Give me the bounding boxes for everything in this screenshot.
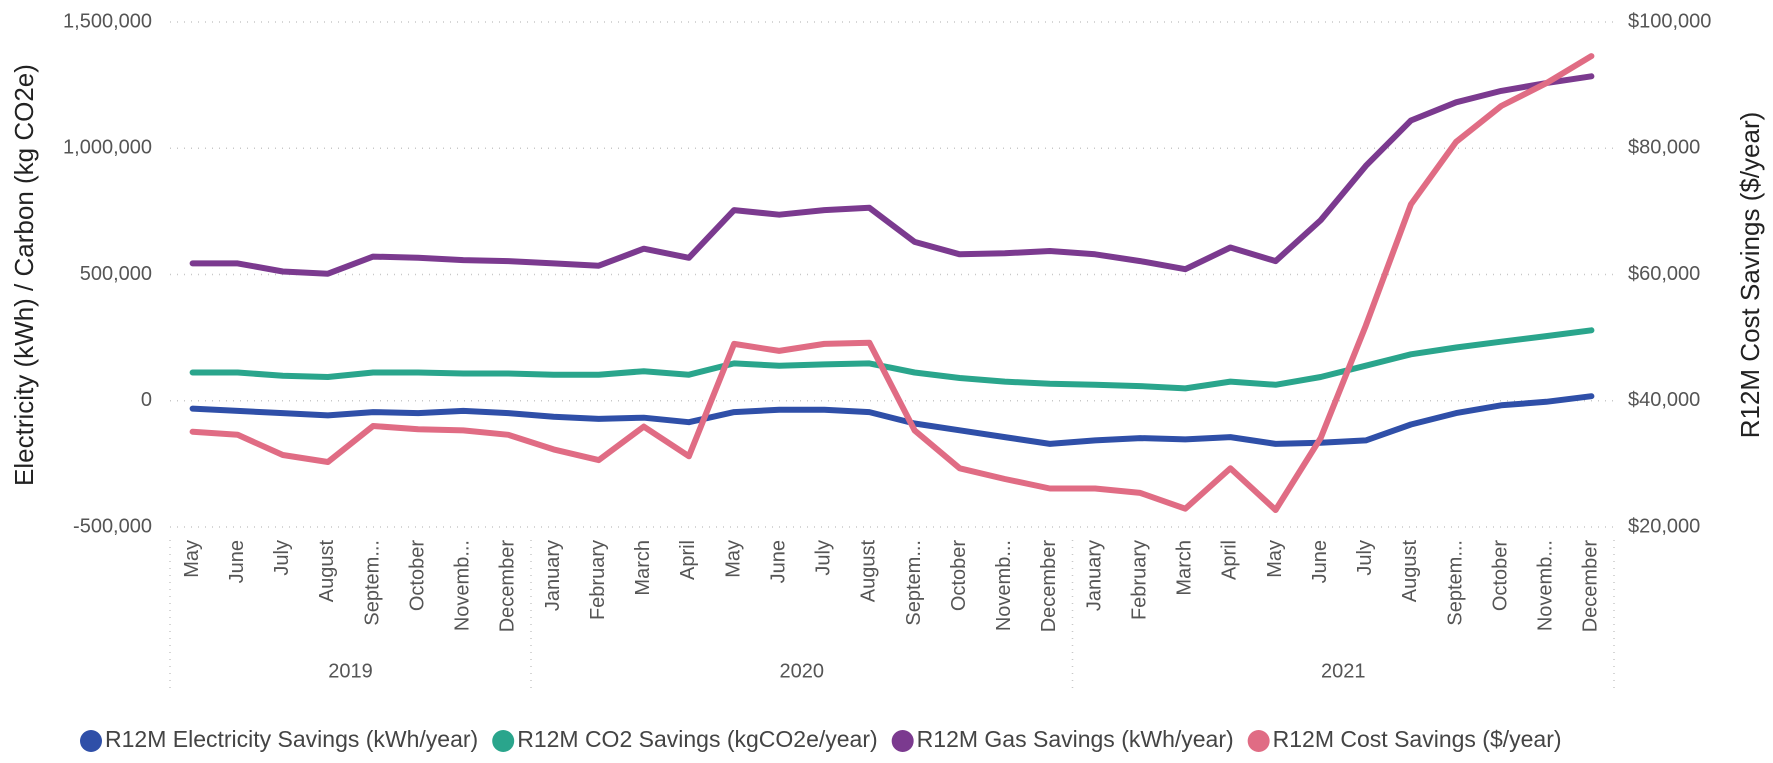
series-line (189, 327, 1595, 392)
y-tick-label: 1,500,000 (63, 10, 152, 32)
x-tick-label: May (1264, 540, 1286, 578)
year-label: 2019 (328, 660, 373, 682)
x-tick-label: October (1489, 540, 1511, 611)
x-tick-label: Novemb... (993, 540, 1015, 631)
x-tick-label: July (271, 540, 293, 576)
x-tick-label: Novemb... (1535, 540, 1557, 631)
x-tick-label: December (1038, 540, 1060, 633)
x-tick-label: May (722, 540, 744, 578)
y-tick-label: 1,000,000 (63, 137, 152, 159)
x-tick-label: March (1174, 540, 1196, 596)
legend-label: R12M Electricity Savings (kWh/year) (105, 726, 478, 752)
x-tick-label: March (632, 540, 654, 596)
x-tick-label: Septem... (1444, 540, 1466, 626)
x-tick-label: May (181, 540, 203, 578)
legend-label: R12M Gas Savings (kWh/year) (917, 726, 1234, 752)
y-tick-label: 0 (141, 389, 152, 411)
x-tick-label: December (1580, 540, 1602, 633)
legend-marker (891, 730, 914, 752)
y2-tick-label: $100,000 (1628, 10, 1711, 32)
series-line (189, 73, 1595, 277)
x-tick-label: June (226, 540, 248, 583)
y-axis-title: Electricity (kWh) / Carbon (kg CO2e) (9, 64, 39, 486)
y2-tick-label: $20,000 (1628, 515, 1700, 537)
y2-tick-label: $60,000 (1628, 263, 1700, 285)
legend-label: R12M Cost Savings ($/year) (1273, 726, 1562, 752)
year-label: 2021 (1321, 660, 1366, 682)
x-tick-label: June (1309, 540, 1331, 583)
x-tick-label: Septem... (903, 540, 925, 626)
y2-tick-label: $80,000 (1628, 137, 1700, 159)
x-tick-label: Novemb... (452, 540, 474, 631)
y-tick-label: 500,000 (80, 263, 152, 285)
year-label: 2020 (780, 660, 825, 682)
x-tick-label: August (858, 540, 880, 603)
x-tick-label: June (767, 540, 789, 583)
x-tick-label: October (948, 540, 970, 611)
series-line (189, 53, 1595, 513)
x-tick-label: October (406, 540, 428, 611)
x-tick-label: February (587, 540, 609, 620)
x-tick-label: August (1399, 540, 1421, 603)
legend-marker (492, 730, 515, 752)
y2-axis-title: R12M Cost Savings ($/year) (1735, 112, 1765, 439)
y-tick-label: -500,000 (73, 515, 152, 537)
series-line (189, 393, 1595, 447)
legend-marker (1247, 730, 1270, 752)
y2-tick-label: $40,000 (1628, 389, 1700, 411)
x-tick-label: July (813, 540, 835, 576)
x-tick-label: Septem... (361, 540, 383, 626)
x-tick-label: January (1083, 540, 1105, 611)
x-tick-label: December (497, 540, 519, 633)
x-tick-label: July (1354, 540, 1376, 576)
legend-marker (80, 730, 102, 752)
x-tick-label: August (316, 540, 338, 603)
x-tick-label: February (1128, 540, 1150, 620)
x-tick-label: April (677, 540, 699, 580)
x-tick-label: April (1219, 540, 1241, 580)
x-tick-label: January (542, 540, 564, 611)
legend-label: R12M CO2 Savings (kgCO2e/year) (517, 726, 877, 752)
